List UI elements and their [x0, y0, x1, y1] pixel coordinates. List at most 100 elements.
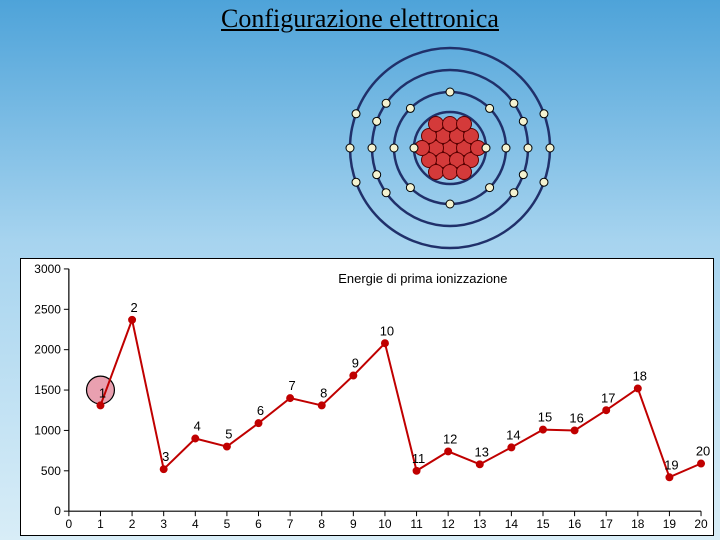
data-marker [603, 407, 610, 414]
electron [368, 144, 376, 152]
x-tick-label: 15 [536, 517, 550, 531]
nucleus-proton [429, 117, 444, 132]
x-tick-label: 20 [694, 517, 708, 531]
electron [406, 104, 414, 112]
data-marker [255, 420, 262, 427]
x-tick-label: 2 [129, 517, 136, 531]
data-marker [445, 448, 452, 455]
data-label: 20 [696, 444, 710, 459]
data-label: 14 [506, 427, 520, 442]
nucleus-proton [443, 165, 458, 180]
data-label: 13 [475, 444, 489, 459]
x-tick-label: 8 [318, 517, 325, 531]
electron [373, 117, 381, 125]
electron [410, 144, 418, 152]
x-tick-label: 6 [255, 517, 262, 531]
y-tick-label: 1000 [34, 423, 61, 437]
data-label: 19 [664, 457, 678, 472]
data-label: 2 [130, 300, 137, 315]
x-tick-label: 16 [568, 517, 582, 531]
data-marker [160, 466, 167, 473]
data-label: 6 [257, 403, 264, 418]
electron [352, 110, 360, 118]
x-tick-label: 19 [663, 517, 677, 531]
data-label: 3 [162, 449, 169, 464]
electron [519, 117, 527, 125]
x-tick-label: 0 [66, 517, 73, 531]
y-tick-label: 500 [41, 464, 61, 478]
x-tick-label: 7 [287, 517, 294, 531]
data-label: 11 [412, 451, 425, 466]
data-marker [571, 427, 578, 434]
data-marker [97, 402, 104, 409]
chart-title: Energie di prima ionizzazione [338, 271, 507, 286]
data-label: 9 [352, 356, 359, 371]
electron [519, 171, 527, 179]
data-marker [413, 467, 420, 474]
electron [382, 99, 390, 107]
data-label: 4 [194, 419, 201, 434]
data-label: 17 [601, 390, 615, 405]
y-tick-label: 1500 [34, 383, 61, 397]
data-label: 12 [443, 432, 457, 447]
x-tick-label: 4 [192, 517, 199, 531]
data-marker [381, 340, 388, 347]
x-tick-label: 1 [97, 517, 104, 531]
electron [510, 99, 518, 107]
data-marker [287, 395, 294, 402]
data-label: 15 [538, 410, 552, 425]
x-tick-label: 11 [410, 517, 423, 531]
electron [382, 189, 390, 197]
electron [352, 178, 360, 186]
data-marker [129, 316, 136, 323]
x-tick-label: 14 [505, 517, 519, 531]
electron [446, 88, 454, 96]
x-tick-label: 12 [442, 517, 456, 531]
data-marker [223, 443, 230, 450]
data-marker [318, 402, 325, 409]
electron [486, 104, 494, 112]
x-tick-label: 10 [378, 517, 392, 531]
y-tick-label: 2000 [34, 343, 61, 357]
data-label: 16 [569, 411, 583, 426]
nucleus-proton [457, 117, 472, 132]
data-label: 5 [225, 427, 232, 442]
electron [546, 144, 554, 152]
x-tick-label: 13 [473, 517, 487, 531]
nucleus-proton [457, 165, 472, 180]
electron [524, 144, 532, 152]
page-title: Configurazione elettronica [0, 4, 720, 34]
data-marker [698, 460, 705, 467]
x-tick-label: 9 [350, 517, 357, 531]
electron [406, 184, 414, 192]
nucleus-proton [429, 165, 444, 180]
data-label: 7 [289, 378, 296, 393]
y-tick-label: 3000 [34, 262, 61, 276]
electron [540, 178, 548, 186]
data-marker [350, 372, 357, 379]
x-tick-label: 18 [631, 517, 645, 531]
data-marker [666, 474, 673, 481]
x-tick-label: 3 [160, 517, 167, 531]
data-label: 1 [99, 385, 106, 400]
atom-diagram [320, 38, 580, 263]
electron [510, 189, 518, 197]
electron [346, 144, 354, 152]
electron [486, 184, 494, 192]
data-marker [508, 444, 515, 451]
nucleus-proton [443, 117, 458, 132]
x-tick-label: 17 [600, 517, 614, 531]
electron [540, 110, 548, 118]
data-marker [634, 385, 641, 392]
data-label: 10 [380, 323, 394, 338]
data-marker [476, 461, 483, 468]
y-tick-label: 0 [54, 504, 61, 518]
ionization-chart: 0500100015002000250030000123456789101112… [20, 258, 714, 536]
electron [373, 171, 381, 179]
electron [446, 200, 454, 208]
electron [482, 144, 490, 152]
data-label: 18 [633, 369, 647, 384]
data-label: 8 [320, 385, 327, 400]
y-tick-label: 2500 [34, 302, 61, 316]
electron [502, 144, 510, 152]
